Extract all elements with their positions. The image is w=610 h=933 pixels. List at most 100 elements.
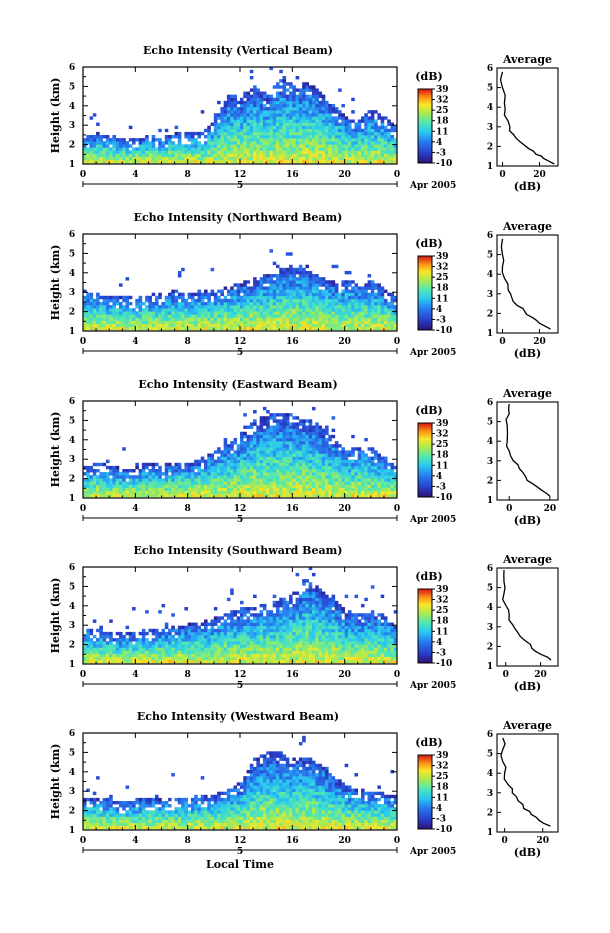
heatmap-cell — [299, 296, 303, 299]
heatmap-cell — [276, 432, 280, 435]
heatmap-cell — [155, 644, 159, 647]
heatmap-cell — [351, 460, 355, 463]
x-tick-label: 16 — [286, 504, 299, 514]
heatmap-cell — [204, 314, 208, 317]
heatmap-cell — [338, 485, 342, 488]
heatmap-cell — [354, 311, 358, 314]
heatmap-cell — [214, 463, 218, 466]
heatmap-cell — [309, 321, 313, 324]
heatmap-cell — [165, 160, 169, 163]
heatmap-cell — [227, 157, 231, 160]
heatmap-cell — [325, 293, 329, 296]
heatmap-cell — [211, 460, 215, 463]
heatmap-cell — [175, 321, 179, 324]
heatmap-cell — [155, 160, 159, 163]
heatmap-cell — [240, 308, 244, 311]
heatmap-cell — [165, 494, 169, 497]
heatmap-cell — [116, 311, 120, 314]
heatmap-cell — [319, 141, 323, 144]
heatmap-cell — [168, 660, 172, 663]
heatmap-cell — [168, 478, 172, 481]
heatmap-cell — [165, 469, 169, 472]
heatmap-cell — [358, 494, 362, 497]
heatmap-cell — [191, 321, 195, 324]
heatmap-cell — [266, 444, 270, 447]
heatmap-cell — [335, 311, 339, 314]
heatmap-cell — [358, 160, 362, 163]
average-x-tick-label: 0 — [506, 504, 512, 514]
heatmap-cell — [302, 472, 306, 475]
heatmap-cell — [341, 154, 345, 157]
heatmap-cell — [283, 475, 287, 478]
heatmap-cell — [332, 429, 336, 432]
heatmap-cell — [358, 463, 362, 466]
heatmap-cell — [312, 460, 316, 463]
heatmap-cell — [86, 491, 90, 494]
heatmap-cell — [283, 435, 287, 438]
heatmap-cell — [292, 113, 296, 116]
heatmap-cell — [348, 460, 352, 463]
heatmap-cell — [112, 308, 116, 311]
heatmap-cell — [188, 157, 192, 160]
heatmap-cell — [109, 641, 113, 644]
heatmap-cell — [112, 657, 116, 660]
heatmap-cell — [256, 472, 260, 475]
heatmap-cell — [243, 92, 247, 95]
heatmap-cell — [152, 485, 156, 488]
heatmap-cell — [240, 104, 244, 107]
heatmap-cell — [243, 95, 247, 98]
heatmap-cell — [230, 98, 234, 101]
heatmap-cell — [292, 466, 296, 469]
heatmap-cell — [387, 138, 391, 141]
heatmap-cell — [289, 274, 293, 277]
heatmap-cell — [260, 426, 264, 429]
heatmap-cell — [276, 277, 280, 280]
heatmap-cell — [387, 151, 391, 154]
heatmap-cell — [332, 469, 336, 472]
heatmap-cell — [148, 324, 152, 327]
heatmap-cell — [142, 651, 146, 654]
heatmap-cell — [188, 151, 192, 154]
heatmap-cell — [260, 123, 264, 126]
heatmap-cell — [332, 104, 336, 107]
heatmap-cell — [371, 308, 375, 311]
heatmap-cell — [106, 308, 110, 311]
heatmap-cell — [247, 450, 251, 453]
heatmap-cell — [165, 318, 169, 321]
heatmap-cell — [220, 450, 224, 453]
heatmap-cell — [279, 70, 283, 73]
heatmap-cell — [260, 308, 264, 311]
heatmap-cell — [269, 98, 273, 101]
heatmap-cell — [286, 147, 290, 150]
heatmap-cell — [142, 463, 146, 466]
heatmap-cell — [253, 132, 257, 135]
heatmap-cell — [152, 151, 156, 154]
heatmap-cell — [299, 157, 303, 160]
heatmap-cell — [158, 469, 162, 472]
x-tick-label: 4 — [132, 170, 138, 180]
heatmap-cell — [201, 160, 205, 163]
heatmap-cell — [126, 491, 130, 494]
heatmap-cell — [341, 104, 345, 107]
heatmap-cell — [305, 469, 309, 472]
heatmap-cell — [348, 283, 352, 286]
heatmap-cell — [86, 485, 90, 488]
heatmap-cell — [247, 123, 251, 126]
heatmap-cell — [299, 321, 303, 324]
heatmap-cell — [292, 85, 296, 88]
heatmap-cell — [319, 478, 323, 481]
heatmap-cell — [381, 491, 385, 494]
heatmap-cell — [109, 324, 113, 327]
heatmap-cell — [348, 488, 352, 491]
heatmap-cell — [296, 88, 300, 91]
heatmap-cell — [263, 441, 267, 444]
heatmap-cell — [266, 132, 270, 135]
heatmap-cell — [217, 157, 221, 160]
heatmap-cell — [384, 311, 388, 314]
heatmap-cell — [181, 485, 185, 488]
heatmap-cell — [122, 147, 126, 150]
heatmap-cell — [86, 472, 90, 475]
heatmap-cell — [296, 466, 300, 469]
heatmap-cell — [296, 453, 300, 456]
heatmap-cell — [335, 126, 339, 129]
